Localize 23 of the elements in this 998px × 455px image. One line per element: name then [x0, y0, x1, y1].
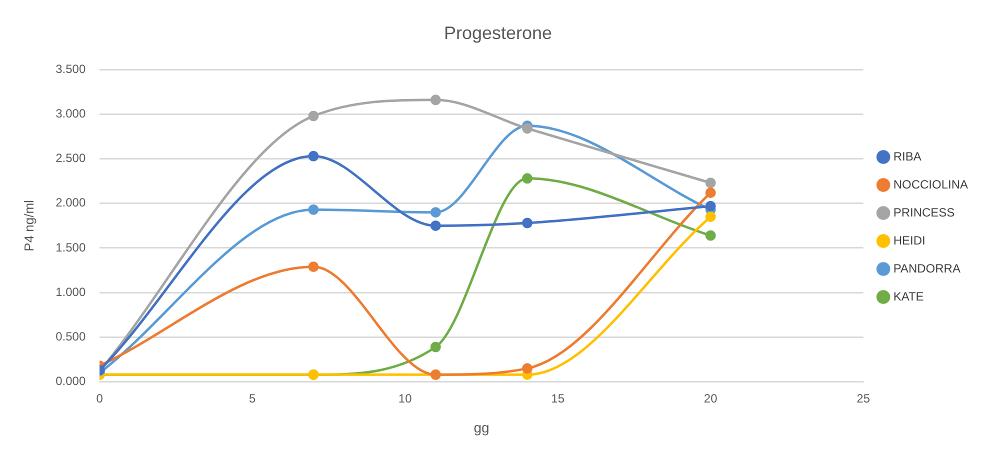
x-tick-label: 0	[96, 391, 104, 406]
x-tick-label: 25	[856, 391, 870, 406]
legend-label: RIBA	[893, 149, 922, 164]
legend-label: HEIDI	[893, 233, 926, 248]
legend-label: PRINCESS	[893, 205, 955, 220]
y-tick-label: 2.500	[56, 151, 86, 166]
x-tick-label: 10	[398, 391, 412, 406]
legend-label: NOCCIOLINA	[893, 177, 968, 192]
y-tick-label: 3.000	[56, 106, 86, 121]
y-tick-label: 1.000	[56, 284, 86, 299]
legend-label: PANDORRA	[893, 261, 960, 276]
chart-title: Progesterone	[444, 22, 552, 43]
y-tick-label: 3.500	[56, 62, 86, 76]
y-tick-label: 2.000	[56, 196, 86, 210]
y-tick-label: 0.500	[56, 330, 86, 344]
x-tick-label: 20	[704, 391, 718, 406]
y-tick-label: 0.000	[56, 374, 86, 388]
x-tick-label: 15	[551, 391, 565, 406]
y-tick-label: 1.500	[56, 240, 86, 254]
y-axis-title: P4 ng/ml	[21, 200, 36, 252]
x-axis-title: gg	[474, 419, 490, 436]
legend-label: KATE	[893, 289, 924, 304]
x-tick-label: 5	[249, 391, 256, 406]
